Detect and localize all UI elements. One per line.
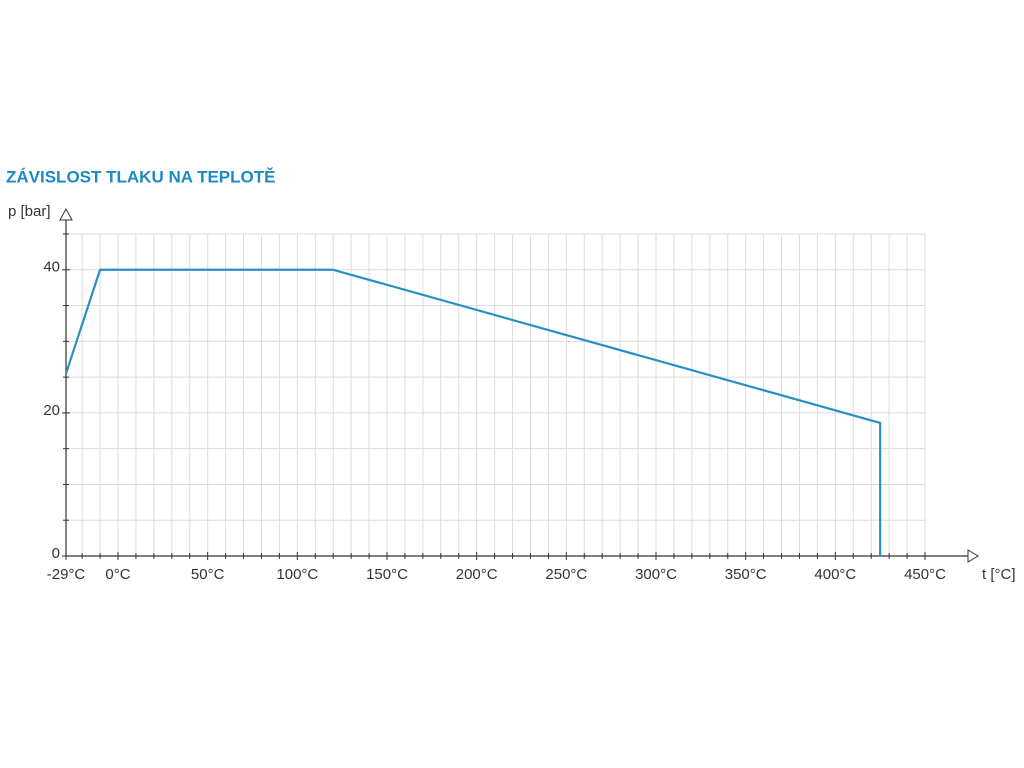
y-axis-label: p [bar] [8,203,51,220]
x-axis-label: t [°C] [982,566,1016,583]
y-tick-label: 20 [43,402,60,419]
x-tick-label: -29°C [47,566,86,583]
x-axis-arrow [967,549,979,563]
x-tick-label: 200°C [456,566,498,583]
x-tick-label: 150°C [366,566,408,583]
x-tick-label: 350°C [725,566,767,583]
x-tick-label: 400°C [814,566,856,583]
chart-title: ZÁVISLOST TLAKU NA TEPLOTĚ [6,167,275,186]
x-tick-label: 100°C [276,566,318,583]
x-tick-label: 300°C [635,566,677,583]
x-tick-label: 250°C [545,566,587,583]
x-tick-label: 0°C [105,566,130,583]
y-tick-label: 0 [52,545,60,562]
y-axis-arrow [59,207,73,221]
x-tick-label: 450°C [904,566,946,583]
x-tick-label: 50°C [191,566,225,583]
y-tick-label: 40 [43,259,60,276]
data-line [64,268,882,556]
